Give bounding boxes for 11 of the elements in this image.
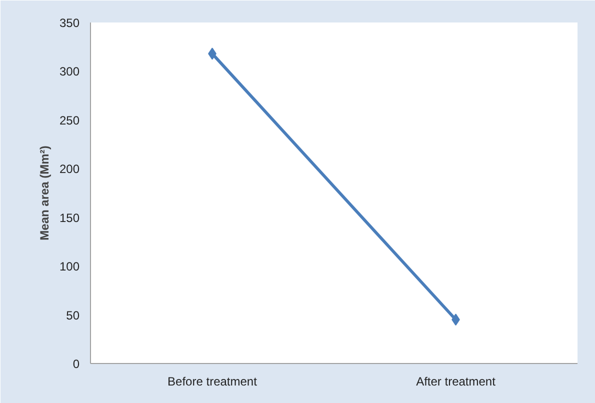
y-tick-label: 300 — [59, 64, 80, 79]
y-tick-label: 150 — [59, 210, 80, 225]
y-tick-label: 0 — [72, 357, 80, 371]
y-tick-label: 350 — [59, 16, 80, 30]
y-tick-label: 100 — [59, 260, 80, 274]
y-tick-label: 50 — [66, 308, 80, 322]
y-tick-label: 250 — [59, 113, 80, 128]
x-tick-label: Before treatment — [168, 374, 258, 388]
y-axis-title: Mean area (Mm²) — [37, 146, 52, 240]
x-tick-label: After treatment — [416, 374, 496, 388]
y-tick-label: 200 — [59, 162, 80, 176]
